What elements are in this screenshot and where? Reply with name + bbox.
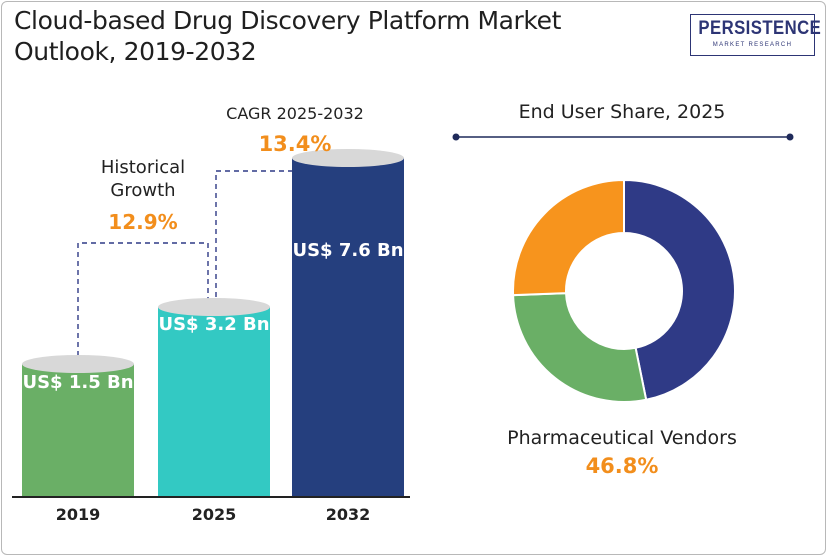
donut-slice-3	[512, 178, 625, 297]
growth-connectors	[77, 150, 349, 356]
historical-growth-value: 12.9%	[108, 210, 178, 234]
bar-value-label-2032: US$ 7.6 Bn	[292, 240, 404, 261]
bar-2032	[292, 149, 404, 497]
pharmaceutical-vendors-label: Pharmaceutical Vendors	[507, 427, 737, 449]
cagr-label: CAGR 2025-2032	[226, 104, 364, 123]
bar-value-label-2025: US$ 3.2 Bn	[158, 314, 270, 335]
x-tick-2019: 2019	[55, 505, 101, 524]
logo-subtitle: MARKET RESEARCH	[712, 42, 793, 48]
chart-title: Cloud-based Drug Discovery Platform Mark…	[14, 6, 562, 66]
bar-series	[22, 149, 404, 497]
historical-growth-label: Historical Growth	[100, 157, 186, 201]
donut-slice-1	[623, 178, 736, 401]
bar-value-label-2019: US$ 1.5 Bn	[22, 372, 134, 393]
end-user-share-title: End User Share, 2025	[518, 101, 726, 123]
share-title-divider	[452, 133, 794, 141]
historical-growth-connector	[77, 242, 209, 356]
pharmaceutical-vendors-value: 46.8%	[585, 454, 659, 478]
x-tick-2025: 2025	[191, 505, 237, 524]
logo-wordmark: PERSISTENCE	[698, 18, 822, 39]
persistence-logo: PERSISTENCE MARKET RESEARCH	[690, 14, 822, 56]
x-tick-2032: 2032	[325, 505, 371, 524]
donut-chart	[512, 178, 736, 403]
cagr-connector	[215, 150, 349, 297]
cagr-value: 13.4%	[258, 132, 332, 156]
donut-slice-2	[512, 292, 648, 403]
bar-2025	[158, 298, 270, 497]
bar-2019	[22, 355, 134, 497]
